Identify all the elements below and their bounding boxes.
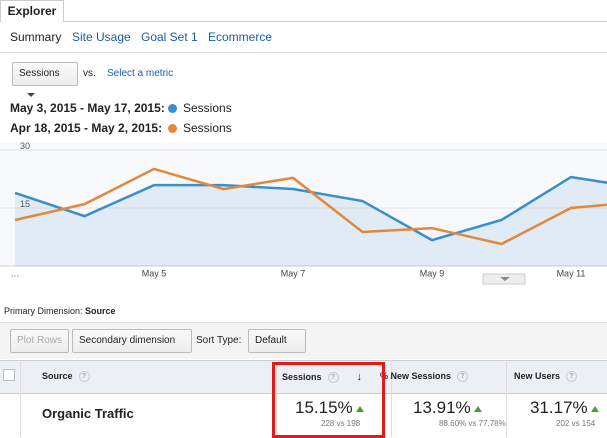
- y-tick-label: 30: [20, 141, 30, 151]
- comparison: 228 vs 198: [321, 419, 361, 428]
- legend-range: May 3, 2015 - May 17, 2015:: [10, 101, 165, 115]
- row-source[interactable]: Organic Traffic: [42, 406, 134, 421]
- subnav-item[interactable]: Ecommerce: [208, 30, 273, 44]
- col-divider: [391, 360, 392, 437]
- label: Primary Dimension:: [4, 306, 83, 316]
- change-value: 13.91%: [413, 398, 482, 418]
- change-value: 31.17%: [530, 398, 599, 418]
- label: Sessions: [282, 372, 322, 382]
- label: Default: [255, 335, 287, 346]
- label: Source: [42, 371, 73, 381]
- tab[interactable]: Explorer: [0, 0, 64, 22]
- label: % New Sessions: [380, 371, 452, 381]
- plot-background: [0, 143, 607, 266]
- y-tick-label: 15: [20, 199, 30, 209]
- table-header: [0, 360, 607, 394]
- checkbox[interactable]: [3, 369, 15, 381]
- legend-label: Sessions: [183, 121, 232, 135]
- subnav-item[interactable]: Site Usage: [72, 30, 131, 44]
- column-header[interactable]: % New Sessions?: [380, 371, 469, 383]
- legend-label: Sessions: [183, 101, 232, 115]
- secondary-dropdown[interactable]: Secondary dimension: [72, 329, 192, 365]
- up-arrow: [590, 405, 599, 412]
- comparison: 202 vs 154: [556, 419, 596, 428]
- label: New Users: [514, 371, 561, 381]
- legend-range: Apr 18, 2015 - May 2, 2015:: [10, 121, 163, 135]
- change-text: 15.15%: [295, 398, 353, 417]
- change-value: 15.15%: [295, 398, 364, 418]
- subnav-item[interactable]: Summary: [10, 30, 62, 44]
- x-tick-label: May 5: [142, 268, 167, 278]
- value[interactable]: Source: [85, 306, 116, 316]
- label: Secondary dimension: [79, 335, 176, 346]
- up-arrow: [473, 405, 482, 412]
- primary-dimension: Primary Dimension: Source: [4, 306, 116, 316]
- change-text: 31.17%: [530, 398, 588, 417]
- divider: [0, 52, 607, 53]
- metric-name: Sessions: [19, 68, 60, 79]
- series-line: [14, 175, 607, 242]
- chart: 15 30 … May 5 May 7 May 9 May 11: [0, 141, 607, 285]
- column-header[interactable]: Source?: [42, 371, 90, 383]
- col-divider: [276, 360, 277, 437]
- vs-label: vs.: [83, 68, 96, 79]
- col-divider: [506, 360, 507, 437]
- handle-arrow: [500, 277, 510, 281]
- x-tick-label: May 7: [281, 268, 306, 278]
- legend-dot: [168, 104, 177, 113]
- comparison: 88.60% vs 77.78%: [439, 419, 506, 428]
- series-line: [14, 167, 607, 246]
- column-header[interactable]: Sessions? ↓: [282, 371, 363, 384]
- x-tick-label: …: [11, 268, 20, 278]
- legend-dot: [168, 124, 177, 133]
- sort-label: Sort Type:: [196, 335, 242, 346]
- sort-dropdown[interactable]: Default: [248, 329, 306, 365]
- x-tick-label: May 9: [420, 268, 445, 278]
- tab-bar: [0, 0, 607, 22]
- change-text: 13.91%: [413, 398, 471, 417]
- col-divider: [20, 360, 21, 437]
- x-tick-label: May 11: [557, 268, 586, 278]
- subnav-item[interactable]: Goal Set 1: [141, 30, 198, 44]
- up-arrow: [355, 405, 364, 412]
- select-metric[interactable]: Select a metric: [107, 68, 174, 79]
- series-area: [15, 177, 607, 266]
- column-header[interactable]: New Users?: [514, 371, 578, 383]
- highlight-box: [272, 362, 385, 438]
- sort-arrow[interactable]: ↓: [356, 371, 363, 383]
- metric-dropdown[interactable]: Sessions: [12, 62, 78, 98]
- plot-rows[interactable]: Plot Rows: [10, 329, 70, 353]
